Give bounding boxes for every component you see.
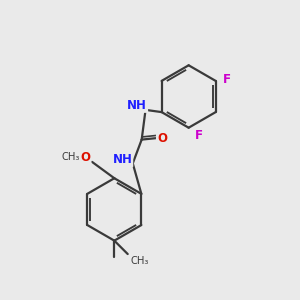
Text: NH: NH [112,153,132,166]
Text: CH₃: CH₃ [130,256,148,266]
Text: NH: NH [127,99,147,112]
Text: methoxy: methoxy [76,157,83,158]
Text: CH₃: CH₃ [61,152,80,162]
Text: O: O [80,151,91,164]
Text: F: F [195,129,203,142]
Text: O: O [157,132,167,145]
Text: F: F [223,73,231,86]
